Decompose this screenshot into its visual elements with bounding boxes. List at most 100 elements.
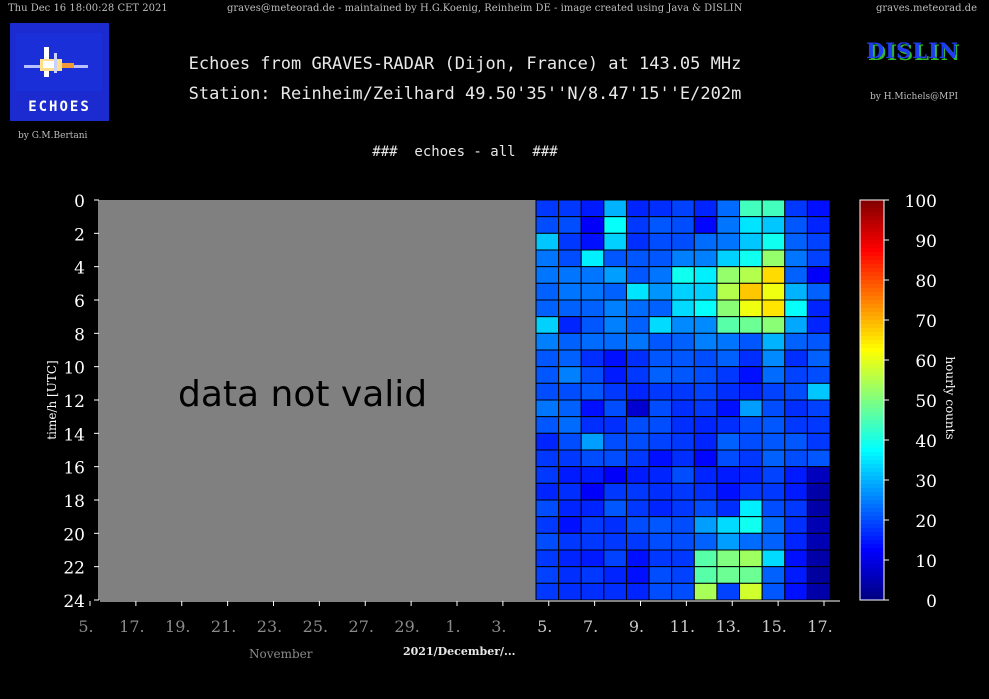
heatmap-cell (625, 432, 650, 451)
heatmap-cell (693, 566, 718, 584)
heatmap-cell (535, 532, 560, 551)
colorbar-segment (860, 384, 884, 389)
heatmap-cell (671, 549, 695, 568)
heatmap-cell (716, 549, 741, 568)
heatmap-cell (580, 416, 605, 434)
heatmap-cell (558, 466, 582, 484)
heatmap-cell (806, 316, 831, 334)
heatmap-cell (761, 382, 786, 401)
heatmap-cell (716, 299, 741, 318)
heatmap-cell (761, 366, 786, 384)
colorbar-segment (860, 420, 884, 425)
heatmap-cell (603, 449, 627, 468)
heatmap-cell (625, 499, 650, 518)
heatmap-cell (806, 466, 831, 484)
heatmap-cell (784, 499, 808, 518)
colorbar-segment (860, 452, 884, 457)
heatmap-cell (761, 449, 786, 468)
y-tick-label: 14 (63, 425, 85, 445)
colorbar-segment (860, 344, 884, 349)
colorbar-segment (860, 336, 884, 341)
heatmap-cell (739, 216, 763, 234)
colorbar-segment (860, 588, 884, 593)
heatmap-cell (693, 332, 718, 351)
colorbar-segment (860, 548, 884, 553)
x-tick-label: 17. (119, 617, 144, 636)
colorbar-segment (860, 204, 884, 209)
y-tick-label: 10 (63, 359, 85, 379)
heatmap-cell (603, 466, 627, 484)
colorbar-segment (860, 448, 884, 453)
heatmap-cell (693, 232, 718, 251)
heatmap-cell (625, 366, 650, 384)
heatmap-cell (625, 399, 650, 418)
heatmap-cell (761, 466, 786, 484)
heatmap-cell (784, 432, 808, 451)
heatmap-cell (806, 532, 831, 551)
heatmap-cell (716, 199, 741, 218)
heatmap-cell (603, 582, 627, 601)
heatmap-cell (806, 382, 831, 401)
heatmap-cell (716, 566, 741, 584)
y-tick-label: 0 (74, 192, 85, 212)
heatmap-cell (535, 199, 560, 218)
x-tick-label: 15. (761, 617, 786, 636)
heatmap-cell (671, 216, 695, 234)
heatmap-cell (603, 266, 627, 284)
x-tick-label: 3. (491, 617, 506, 636)
heatmap-cell (784, 532, 808, 551)
echoes-logo: ECHOES (10, 23, 109, 121)
heatmap-cell (625, 266, 650, 284)
colorbar-segment (860, 596, 884, 601)
y-tick-label: 18 (63, 492, 85, 512)
heatmap-cell (761, 216, 786, 234)
heatmap-cell (671, 399, 695, 418)
heatmap-cell (784, 516, 808, 534)
heatmap-cell (648, 232, 673, 251)
heatmap-cell (648, 382, 673, 401)
heatmap-cell (784, 299, 808, 318)
heatmap-cell (693, 316, 718, 334)
heatmap-cell (716, 216, 741, 234)
colorbar-segment (860, 224, 884, 229)
colorbar-segment (860, 532, 884, 537)
heatmap-cell (716, 382, 741, 401)
colorbar-segment (860, 472, 884, 477)
heatmap-cell (603, 482, 627, 501)
heatmap-cell (671, 416, 695, 434)
colorbar-segment (860, 256, 884, 261)
heatmap-cell (739, 416, 763, 434)
heatmap-cell (558, 216, 582, 234)
echoes-logo-text: ECHOES (28, 99, 91, 115)
heatmap-cell (648, 516, 673, 534)
heatmap-cell (693, 299, 718, 318)
heatmap-cell (806, 416, 831, 434)
y-tick-label: 6 (74, 292, 85, 312)
heatmap-cell (558, 582, 582, 601)
heatmap-cell (693, 382, 718, 401)
colorbar-segment (860, 464, 884, 469)
heatmap-cell (716, 232, 741, 251)
heatmap-cell (716, 349, 741, 368)
colorbar-segment (860, 592, 884, 597)
heatmap-cell (739, 349, 763, 368)
heatmap-cell (648, 466, 673, 484)
colorbar-segment (860, 584, 884, 589)
colorbar-tick-label: 70 (915, 312, 937, 332)
heatmap-cell (535, 582, 560, 601)
colorbar-segment (860, 512, 884, 517)
heatmap-cell (558, 299, 582, 318)
heatmap-cell (693, 249, 718, 268)
colorbar-segment (860, 232, 884, 237)
heatmap-cell (716, 449, 741, 468)
colorbar-tick-label: 0 (926, 592, 937, 612)
colorbar-segment (860, 524, 884, 529)
heatmap-cell (739, 566, 763, 584)
heatmap-cell (580, 499, 605, 518)
heatmap-cell (603, 549, 627, 568)
heatmap-cell (761, 199, 786, 218)
heatmap-cell (535, 449, 560, 468)
heatmap-cell (716, 249, 741, 268)
heatmap-cell (671, 532, 695, 551)
heatmap-cell (648, 366, 673, 384)
